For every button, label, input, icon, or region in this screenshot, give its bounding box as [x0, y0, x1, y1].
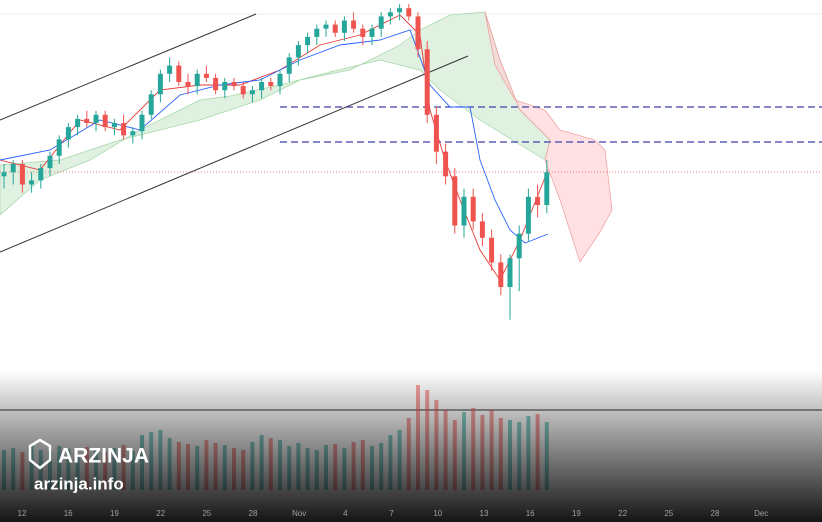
candle-body	[240, 86, 246, 95]
x-tick-label: 12	[18, 509, 27, 518]
candle-body	[424, 49, 430, 115]
candle-body	[93, 114, 99, 123]
candle-body	[102, 114, 108, 128]
x-tick-label: 25	[664, 509, 673, 518]
candle-body	[277, 73, 283, 87]
candle-body	[305, 36, 311, 46]
candle-body	[213, 77, 219, 91]
logo-icon	[28, 438, 52, 470]
candle-body	[29, 180, 35, 185]
candle-body	[157, 73, 163, 95]
candle-body	[65, 127, 71, 140]
x-tick-label: 16	[64, 509, 73, 518]
candle-body	[185, 82, 191, 87]
candle-body	[19, 164, 25, 185]
x-tick-label: 13	[480, 509, 489, 518]
x-tick-label: 25	[202, 509, 211, 518]
candle-body	[121, 123, 127, 136]
x-tick-label: 22	[156, 509, 165, 518]
brand: ARZINJA	[58, 445, 149, 468]
candle-body	[10, 164, 16, 173]
candle-body	[525, 196, 531, 234]
candle-body	[323, 24, 329, 29]
candle-body	[167, 65, 173, 74]
site: arzinja.info	[34, 474, 124, 493]
candle-body	[231, 82, 237, 87]
candle-body	[535, 196, 541, 205]
x-tick-label: Dec	[754, 509, 768, 518]
candle-body	[378, 16, 384, 29]
candle-body	[507, 258, 513, 287]
candle-body	[130, 131, 136, 136]
candle-body	[268, 82, 274, 87]
x-tick-label: 19	[110, 509, 119, 518]
candle-body	[111, 123, 117, 128]
x-tick-label: 22	[618, 509, 627, 518]
candle-body	[387, 12, 393, 17]
candle-body	[461, 196, 467, 226]
channel-line	[0, 55, 469, 253]
x-tick-label: 28	[711, 509, 720, 518]
x-tick-label: 28	[249, 509, 258, 518]
x-tick-label: Nov	[292, 509, 306, 518]
candle-body	[360, 28, 366, 37]
candle-body	[139, 114, 145, 132]
candle-body	[544, 172, 550, 205]
candle-body	[489, 237, 495, 263]
x-tick-label: 19	[572, 509, 581, 518]
channel-line	[0, 13, 257, 121]
candle-body	[249, 90, 255, 95]
candle-body	[222, 82, 228, 91]
candle-body	[47, 155, 53, 169]
candle-body	[295, 45, 301, 58]
candle-body	[194, 73, 200, 87]
candle-body	[148, 94, 154, 115]
candle-body	[176, 65, 182, 82]
candle-body	[84, 118, 90, 123]
candle-body	[75, 118, 81, 128]
candle-body	[443, 151, 449, 177]
candle-body	[1, 172, 7, 177]
candle-body	[415, 16, 421, 50]
candle-body	[203, 73, 209, 78]
candle-body	[433, 114, 439, 152]
candle-body	[56, 139, 62, 156]
x-axis: 12 16 19 22 25 28 Nov 4 7 10 13 16 19 22 25 28 Dec	[18, 509, 769, 518]
candle-body	[479, 221, 485, 238]
candle-body	[470, 196, 476, 222]
candle-body	[498, 262, 504, 287]
cloud-green	[0, 11, 551, 216]
x-tick-label: 4	[343, 509, 348, 518]
candle-body	[516, 233, 522, 259]
fade	[0, 370, 822, 522]
cloud-red	[484, 11, 613, 263]
candle-body	[452, 176, 458, 226]
candle-body	[406, 8, 412, 17]
x-tick-label: 16	[526, 509, 535, 518]
annotations	[0, 11, 822, 411]
candle-body	[351, 20, 357, 29]
candle-body	[38, 168, 44, 181]
candle-body	[332, 24, 338, 33]
x-tick-label: 10	[433, 509, 442, 518]
candle-body	[397, 8, 403, 13]
candle-body	[341, 20, 347, 33]
watermark: ARZINJA arzinja.info	[28, 438, 149, 493]
candle-body	[369, 28, 375, 37]
candle-body	[314, 28, 320, 37]
candle-body	[286, 57, 292, 74]
x-tick-label: 7	[389, 509, 394, 518]
candle-body	[259, 82, 265, 91]
candles	[1, 4, 550, 320]
